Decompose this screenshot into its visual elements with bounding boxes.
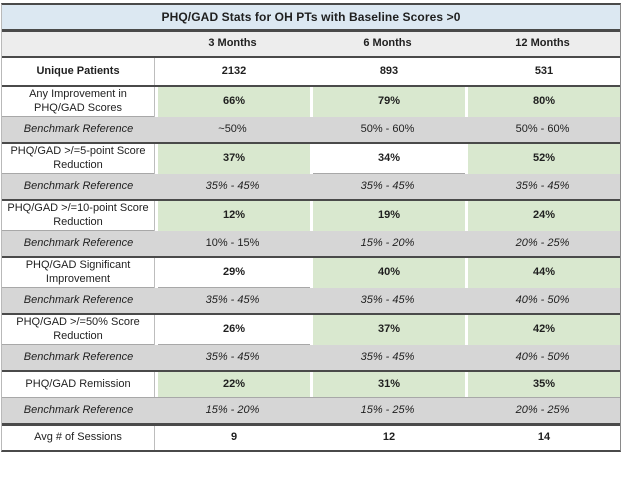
row-label-benchmark-ten-point: Benchmark Reference	[23, 236, 134, 249]
row-label-benchmark-remission: Benchmark Reference	[23, 403, 134, 416]
table-row-unique-patients: Unique Patients 2132 893 531	[2, 58, 620, 85]
cell-benchmark-significant-col1: 35% - 45%	[205, 293, 260, 306]
cell-benchmark-ten-point-col1: 10% - 15%	[205, 236, 260, 249]
cell-unique-patients-col2: 893	[310, 58, 465, 85]
cell-benchmark-ten-point-col3: 20% - 25%	[515, 236, 570, 249]
cell-benchmark-five-point-col1: 35% - 45%	[205, 179, 260, 192]
table-row-benchmark-significant: Benchmark Reference 35% - 45% 35% - 45% 40%…	[2, 287, 620, 313]
header-12-months: 12 Months	[515, 37, 570, 50]
cell-avg-sessions-col2: 12	[310, 426, 465, 450]
table-body: Unique Patients 2132 893 531 Any Improvement…	[2, 58, 620, 450]
row-label-benchmark-fifty-percent: Benchmark Reference	[23, 350, 134, 363]
cell-benchmark-five-point-col3: 35% - 45%	[515, 179, 570, 192]
column-header-row: 3 Months 6 Months 12 Months	[2, 32, 620, 58]
header-3-months: 3 Months	[208, 37, 257, 50]
cell-significant-improvement-col1: 29%	[155, 258, 310, 288]
table-row-remission: PHQ/GAD Remission 22% 31% 35%	[2, 370, 620, 397]
row-label-fifty-percent-reduction: PHQ/GAD >/=50% Score Reduction	[2, 315, 155, 345]
table-row-any-improvement: Any Improvement in PHQ/GAD Scores 66% 79% 8…	[2, 85, 620, 117]
cell-significant-improvement-col2: 40%	[310, 258, 465, 288]
cell-unique-patients-col3: 531	[465, 58, 620, 85]
row-label-benchmark-five-point: Benchmark Reference	[23, 179, 134, 192]
table-row-benchmark-five-point: Benchmark Reference 35% - 45% 35% - 45% 35%…	[2, 173, 620, 199]
row-label-avg-sessions: Avg # of Sessions	[2, 426, 155, 450]
cell-ten-point-reduction-col3: 24%	[465, 201, 620, 231]
cell-fifty-percent-reduction-col2: 37%	[310, 315, 465, 345]
cell-benchmark-significant-col3: 40% - 50%	[515, 293, 570, 306]
row-label-benchmark-significant: Benchmark Reference	[23, 293, 134, 306]
cell-benchmark-remission-col1: 15% - 20%	[205, 403, 260, 416]
cell-ten-point-reduction-col2: 19%	[310, 201, 465, 231]
row-label-significant-improvement: PHQ/GAD Significant Improvement	[2, 258, 155, 288]
cell-benchmark-any-improvement-col2: 50% - 60%	[360, 122, 415, 135]
table-row-benchmark-fifty-percent: Benchmark Reference 35% - 45% 35% - 45% 40%…	[2, 344, 620, 370]
row-label-any-improvement: Any Improvement in PHQ/GAD Scores	[2, 87, 155, 117]
cell-unique-patients-col1: 2132	[155, 58, 310, 85]
cell-avg-sessions-col1: 9	[155, 426, 310, 450]
cell-any-improvement-col2: 79%	[310, 87, 465, 117]
cell-five-point-reduction-col3: 52%	[465, 144, 620, 174]
table-row-benchmark-any-improvement: Benchmark Reference ~50% 50% - 60% 50% - 60…	[2, 116, 620, 142]
row-label-unique-patients: Unique Patients	[2, 58, 155, 85]
table-row-fifty-percent-reduction: PHQ/GAD >/=50% Score Reduction 26% 37% 42%	[2, 313, 620, 345]
cell-any-improvement-col3: 80%	[465, 87, 620, 117]
cell-significant-improvement-col3: 44%	[465, 258, 620, 288]
cell-benchmark-remission-col2: 15% - 25%	[360, 403, 415, 416]
header-blank-cell	[2, 32, 155, 56]
cell-any-improvement-col1: 66%	[155, 87, 310, 117]
cell-benchmark-fifty-percent-col2: 35% - 45%	[360, 350, 415, 363]
cell-remission-col3: 35%	[465, 372, 620, 397]
row-label-five-point-reduction: PHQ/GAD >/=5-point Score Reduction	[2, 144, 155, 174]
cell-benchmark-any-improvement-col1: ~50%	[218, 122, 247, 135]
cell-benchmark-remission-col3: 20% - 25%	[515, 403, 570, 416]
table-row-ten-point-reduction: PHQ/GAD >/=10-point Score Reduction 12% 19…	[2, 199, 620, 231]
cell-benchmark-any-improvement-col3: 50% - 60%	[515, 122, 570, 135]
cell-fifty-percent-reduction-col1: 26%	[155, 315, 310, 345]
table-title: PHQ/GAD Stats for OH PTs with Baseline S…	[2, 5, 620, 32]
cell-benchmark-fifty-percent-col3: 40% - 50%	[515, 350, 570, 363]
cell-benchmark-ten-point-col2: 15% - 20%	[360, 236, 415, 249]
table-row-significant-improvement: PHQ/GAD Significant Improvement 29% 40% 44%	[2, 256, 620, 288]
cell-five-point-reduction-col2: 34%	[310, 144, 465, 174]
phq-gad-stats-table: PHQ/GAD Stats for OH PTs with Baseline S…	[1, 3, 621, 452]
cell-five-point-reduction-col1: 37%	[155, 144, 310, 174]
row-label-remission: PHQ/GAD Remission	[2, 372, 155, 397]
cell-remission-col1: 22%	[155, 372, 310, 397]
table-row-benchmark-ten-point: Benchmark Reference 10% - 15% 15% - 20% 20%…	[2, 230, 620, 256]
table-row-five-point-reduction: PHQ/GAD >/=5-point Score Reduction 37% 34%…	[2, 142, 620, 174]
table-row-avg-sessions: Avg # of Sessions 9 12 14	[2, 423, 620, 450]
cell-ten-point-reduction-col1: 12%	[155, 201, 310, 231]
header-6-months: 6 Months	[363, 37, 412, 50]
cell-fifty-percent-reduction-col3: 42%	[465, 315, 620, 345]
row-label-benchmark-any-improvement: Benchmark Reference	[23, 122, 134, 135]
cell-remission-col2: 31%	[310, 372, 465, 397]
cell-benchmark-fifty-percent-col1: 35% - 45%	[205, 350, 260, 363]
table-row-benchmark-remission: Benchmark Reference 15% - 20% 15% - 25% 20%…	[2, 397, 620, 423]
cell-benchmark-significant-col2: 35% - 45%	[360, 293, 415, 306]
row-label-ten-point-reduction: PHQ/GAD >/=10-point Score Reduction	[2, 201, 155, 231]
cell-benchmark-five-point-col2: 35% - 45%	[360, 179, 415, 192]
cell-avg-sessions-col3: 14	[465, 426, 620, 450]
